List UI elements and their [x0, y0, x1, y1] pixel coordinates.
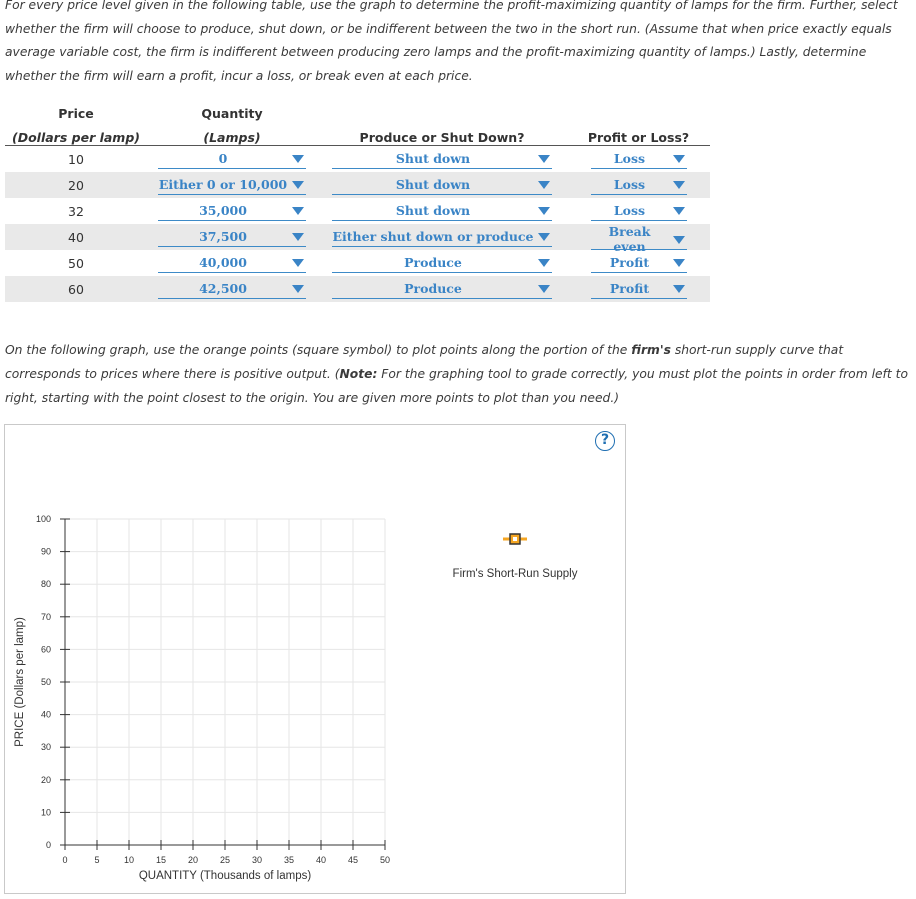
produce-dropdown[interactable]: Shut down	[332, 175, 552, 195]
x-tick-label: 35	[284, 855, 294, 865]
quantity-header: Quantity	[201, 106, 263, 121]
legend-point-center	[513, 537, 517, 541]
x-axis-label: QUANTITY (Thousands of lamps)	[139, 870, 312, 882]
chevron-down-icon	[672, 235, 685, 244]
y-tick-label: 70	[41, 612, 51, 622]
quantity-dropdown[interactable]: Either 0 or 10,000	[158, 175, 306, 195]
profit-dropdown[interactable]: Profit	[590, 279, 687, 299]
y-tick-label: 100	[36, 514, 51, 524]
y-tick-label: 90	[41, 547, 51, 557]
price-cell: 10	[68, 151, 84, 167]
chevron-down-icon	[538, 233, 550, 241]
x-tick-label: 20	[188, 855, 198, 865]
table-row: 32 35,000 Shut down Loss	[5, 198, 710, 224]
price-cell: 32	[68, 203, 84, 219]
chevron-down-icon	[538, 155, 550, 163]
price-decision-table: Price Quantity (Dollars per lamp) (Lamps…	[5, 98, 710, 302]
x-tick-label: 40	[316, 855, 326, 865]
y-tick-label: 10	[41, 807, 51, 817]
y-tick-label: 30	[41, 742, 51, 752]
intro-paragraph: For every price level given in the follo…	[5, 0, 898, 83]
x-tick-label: 5	[94, 855, 99, 865]
x-tick-label: 15	[156, 855, 166, 865]
x-tick-label: 50	[380, 855, 390, 865]
y-tick-label: 20	[41, 775, 51, 785]
graph-instructions: On the following graph, use the orange p…	[5, 343, 908, 405]
price-cell: 60	[68, 281, 84, 297]
x-tick-label: 25	[220, 855, 230, 865]
y-axis-label: PRICE (Dollars per lamp)	[14, 617, 26, 747]
chevron-down-icon	[538, 259, 550, 267]
help-icon[interactable]: ?	[595, 431, 615, 451]
profit-dropdown[interactable]: Loss	[590, 149, 687, 169]
x-tick-label: 10	[124, 855, 134, 865]
x-tick-label: 0	[62, 855, 67, 865]
profit-dropdown[interactable]: Loss	[590, 175, 687, 195]
quantity-dropdown[interactable]: 42,500	[158, 279, 306, 299]
profit-dropdown[interactable]: Profit	[590, 253, 687, 273]
chevron-down-icon	[292, 181, 304, 189]
table-row: 50 40,000 Produce Profit	[5, 250, 710, 276]
profit-header: Profit or Loss?	[567, 121, 710, 146]
y-tick-label: 80	[41, 579, 51, 589]
chevron-down-icon	[538, 285, 550, 293]
price-header: Price	[58, 106, 94, 121]
chevron-down-icon	[672, 285, 685, 293]
table-row: 20 Either 0 or 10,000 Shut down Loss	[5, 172, 710, 198]
quantity-dropdown[interactable]: 35,000	[158, 201, 306, 221]
chevron-down-icon	[292, 207, 304, 215]
profit-dropdown[interactable]: Break even	[590, 224, 687, 254]
quantity-unit-header: (Lamps)	[147, 121, 317, 146]
quantity-dropdown[interactable]: 0	[158, 149, 306, 169]
chevron-down-icon	[672, 181, 685, 189]
chevron-down-icon	[672, 207, 685, 215]
table-row: 10 0 Shut down Loss	[5, 146, 710, 173]
chevron-down-icon	[538, 207, 550, 215]
produce-header: Produce or Shut Down?	[317, 121, 567, 146]
produce-dropdown[interactable]: Shut down	[332, 201, 552, 221]
price-cell: 40	[68, 229, 84, 245]
supply-graph[interactable]: 0 5 10 15 20 25 30 35 40 45 50 0 10 20 30 40 50 60 70 80 90 1…	[5, 425, 625, 895]
quantity-dropdown[interactable]: 40,000	[158, 253, 306, 273]
price-cell: 20	[68, 177, 84, 193]
legend-label: Firm's Short-Run Supply	[453, 568, 578, 580]
produce-dropdown[interactable]: Shut down	[332, 149, 552, 169]
price-cell: 50	[68, 255, 84, 271]
y-tick-label: 40	[41, 710, 51, 720]
y-tick-label: 50	[41, 677, 51, 687]
chevron-down-icon	[292, 233, 304, 241]
y-tick-label: 0	[46, 840, 51, 850]
produce-dropdown[interactable]: Produce	[332, 253, 552, 273]
produce-dropdown[interactable]: Either shut down or produce	[332, 227, 552, 247]
chevron-down-icon	[292, 259, 304, 267]
graph-panel: ? 0 5 10 15 20 25 30 35 40 45 50 0 10 20 30 40 50 60 70 80 9…	[4, 424, 626, 894]
price-unit-header: (Dollars per lamp)	[5, 121, 147, 146]
y-tick-label: 60	[41, 644, 51, 654]
chevron-down-icon	[672, 259, 685, 267]
chevron-down-icon	[292, 155, 304, 163]
table-row: 60 42,500 Produce Profit	[5, 276, 710, 302]
chevron-down-icon	[292, 285, 304, 293]
profit-dropdown[interactable]: Loss	[590, 201, 687, 221]
chevron-down-icon	[538, 181, 550, 189]
table-row: 40 37,500 Either shut down or produce Break…	[5, 224, 710, 254]
x-tick-label: 30	[252, 855, 262, 865]
produce-dropdown[interactable]: Produce	[332, 279, 552, 299]
chevron-down-icon	[672, 155, 685, 163]
quantity-dropdown[interactable]: 37,500	[158, 227, 306, 247]
x-tick-label: 45	[348, 855, 358, 865]
